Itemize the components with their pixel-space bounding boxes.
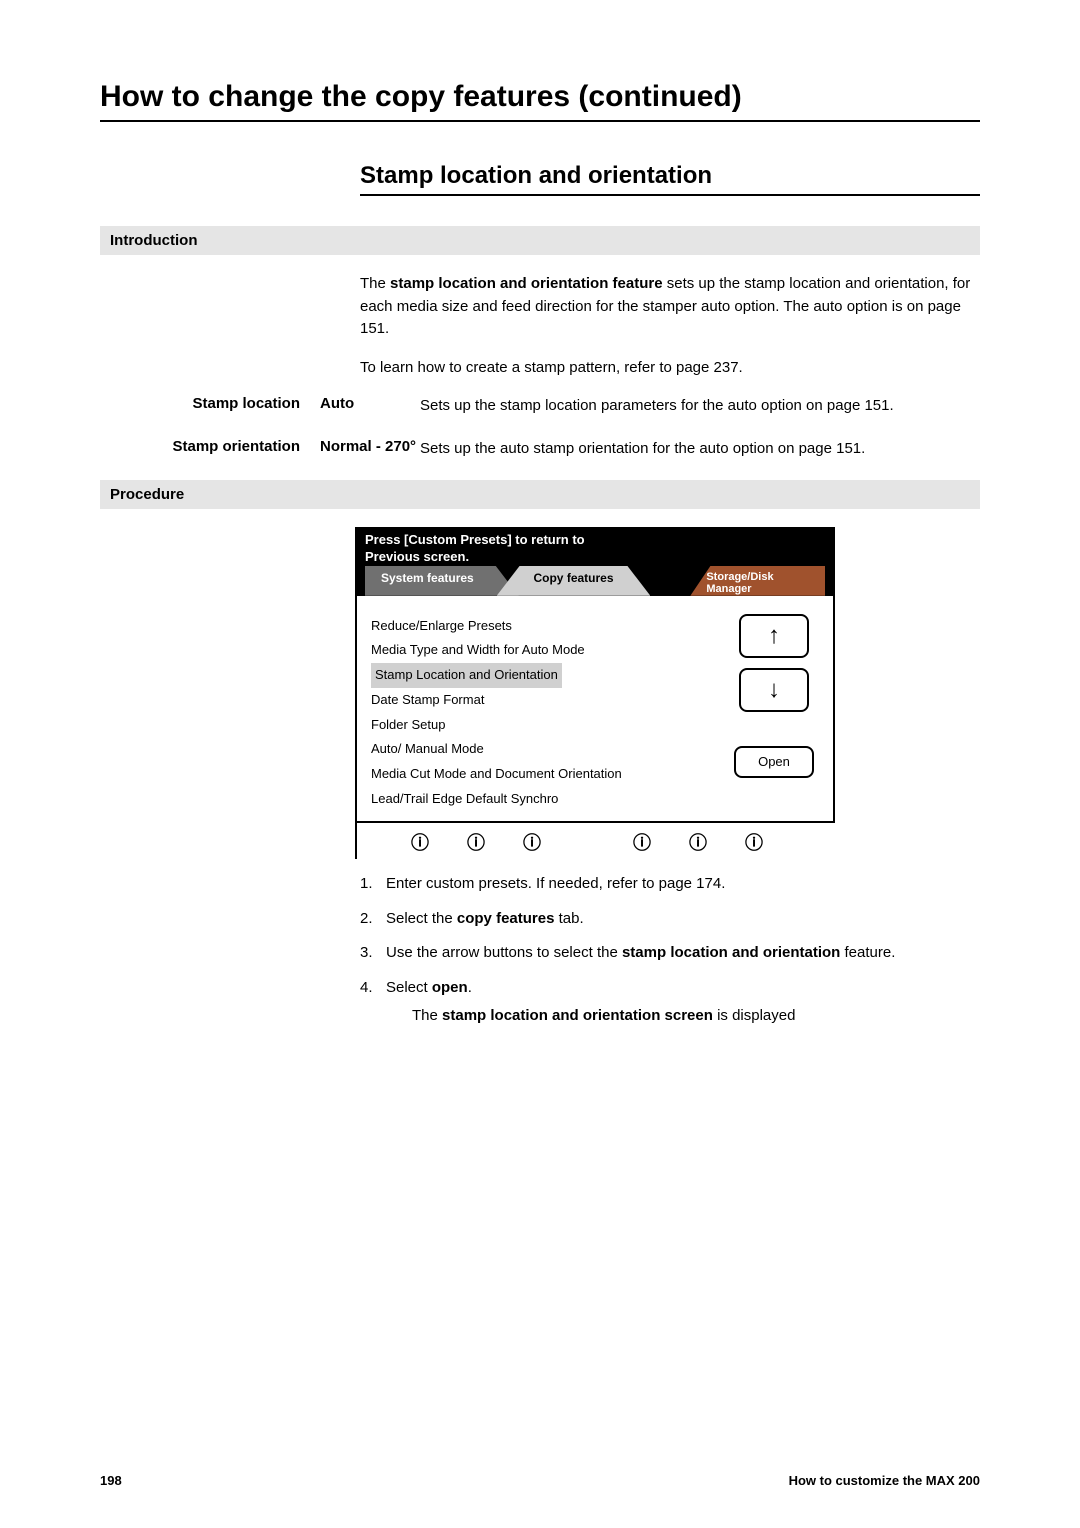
def-desc: Sets up the stamp location parameters fo… — [420, 395, 980, 418]
step-number: 4. — [360, 977, 386, 1028]
list-item-label: Stamp Location and Orientation — [371, 663, 562, 688]
screen-prompt: Press [Custom Presets] to return to Prev… — [355, 527, 835, 596]
introduction-header: Introduction — [100, 226, 980, 255]
intro-text: The — [360, 275, 390, 292]
list-item[interactable]: Reduce/Enlarge Presets — [371, 614, 729, 639]
step-text-part: The — [412, 1007, 442, 1024]
arrow-down-icon: ↓ — [768, 676, 780, 704]
arrow-up-button[interactable]: ↑ — [739, 614, 809, 658]
tab-copy-features[interactable]: Copy features — [497, 566, 651, 596]
step-2: 2. Select the copy features tab. — [360, 908, 980, 931]
step-text-bold: stamp location and orientation — [622, 944, 840, 961]
step-text: Enter custom presets. If needed, refer t… — [386, 873, 980, 896]
open-button[interactable]: Open — [734, 746, 814, 778]
intro-bold: stamp location and orientation feature — [390, 275, 663, 292]
list-item[interactable]: Auto/ Manual Mode — [371, 737, 729, 762]
step-text-part: Select — [386, 979, 432, 996]
soft-button-icon[interactable]: ⓘ — [689, 829, 707, 855]
page-number: 198 — [100, 1473, 122, 1488]
section-subtitle: Stamp location and orientation — [360, 162, 980, 196]
step-text-part: is displayed — [713, 1007, 796, 1024]
soft-button-icon[interactable]: ⓘ — [745, 829, 763, 855]
list-item-selected[interactable]: Stamp Location and Orientation — [371, 663, 729, 688]
list-item[interactable]: Media Cut Mode and Document Orientation — [371, 762, 729, 787]
screen-prompt-line2: Previous screen. — [365, 549, 825, 566]
soft-button-icon[interactable]: ⓘ — [467, 829, 485, 855]
step-3: 3. Use the arrow buttons to select the s… — [360, 942, 980, 965]
tab-system-features[interactable]: System features — [365, 566, 519, 596]
screen-body: Reduce/Enlarge Presets Media Type and Wi… — [355, 596, 835, 824]
page-title: How to change the copy features (continu… — [100, 80, 980, 122]
definition-stamp-location: Stamp location Auto Sets up the stamp lo… — [100, 395, 980, 418]
chapter-title: How to customize the MAX 200 — [789, 1473, 980, 1488]
step-text-part: Select the — [386, 910, 457, 927]
step-text-part: Use the arrow buttons to select the — [386, 944, 622, 961]
soft-buttons-row: ⓘ ⓘ ⓘ ⓘ ⓘ ⓘ — [355, 823, 835, 859]
def-label: Stamp orientation — [100, 438, 320, 461]
list-item[interactable]: Lead/Trail Edge Default Synchro — [371, 787, 729, 812]
def-term: Normal - 270° — [320, 438, 420, 461]
step-number: 3. — [360, 942, 386, 965]
intro-paragraph-1: The stamp location and orientation featu… — [360, 273, 980, 341]
list-item[interactable]: Folder Setup — [371, 713, 729, 738]
procedure-header: Procedure — [100, 480, 980, 509]
list-item[interactable]: Date Stamp Format — [371, 688, 729, 713]
step-text-part: . — [468, 979, 472, 996]
procedure-steps: 1. Enter custom presets. If needed, refe… — [360, 873, 980, 1028]
step-number: 1. — [360, 873, 386, 896]
tabs-row: System features Copy features Storage/Di… — [365, 566, 825, 596]
screen-mockup: Press [Custom Presets] to return to Prev… — [355, 527, 835, 859]
def-label: Stamp location — [100, 395, 320, 418]
arrow-up-icon: ↑ — [768, 622, 780, 650]
page-footer: 198 How to customize the MAX 200 — [100, 1473, 980, 1488]
soft-button-icon[interactable]: ⓘ — [523, 829, 541, 855]
step-text-part: feature. — [840, 944, 895, 961]
soft-button-icon[interactable]: ⓘ — [633, 829, 651, 855]
step-text-bold: copy features — [457, 910, 555, 927]
step-text: Use the arrow buttons to select the stam… — [386, 942, 980, 965]
screen-prompt-line1: Press [Custom Presets] to return to — [365, 532, 825, 549]
intro-paragraph-2: To learn how to create a stamp pattern, … — [360, 357, 980, 380]
arrow-down-button[interactable]: ↓ — [739, 668, 809, 712]
def-desc: Sets up the auto stamp orientation for t… — [420, 438, 980, 461]
soft-button-icon[interactable]: ⓘ — [411, 829, 429, 855]
feature-list: Reduce/Enlarge Presets Media Type and Wi… — [371, 614, 729, 812]
def-term: Auto — [320, 395, 420, 418]
step-text: Select the copy features tab. — [386, 908, 980, 931]
step-result: The stamp location and orientation scree… — [412, 1005, 980, 1028]
step-1: 1. Enter custom presets. If needed, refe… — [360, 873, 980, 896]
step-number: 2. — [360, 908, 386, 931]
step-text-bold: open — [432, 979, 468, 996]
definition-stamp-orientation: Stamp orientation Normal - 270° Sets up … — [100, 438, 980, 461]
button-column: ↑ ↓ Open — [729, 614, 819, 812]
list-item[interactable]: Media Type and Width for Auto Mode — [371, 638, 729, 663]
step-text: Select open. The stamp location and orie… — [386, 977, 980, 1028]
step-text-bold: stamp location and orientation screen — [442, 1007, 713, 1024]
step-4: 4. Select open. The stamp location and o… — [360, 977, 980, 1028]
step-text-part: tab. — [554, 910, 583, 927]
tab-storage-disk-manager[interactable]: Storage/Disk Manager — [690, 566, 825, 596]
